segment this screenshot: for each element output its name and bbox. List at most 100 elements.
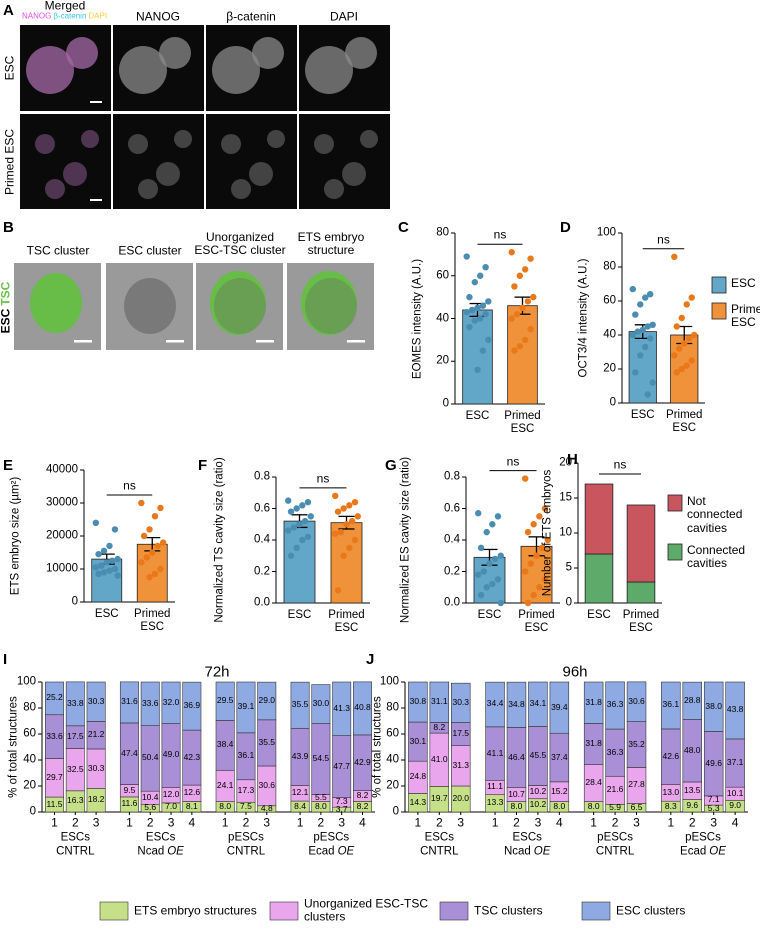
data-point: [524, 298, 532, 305]
y-axis-title: % of total structures: [371, 696, 384, 798]
y-tick-label: 0.8: [444, 470, 460, 483]
x-tick-label: 1: [221, 815, 229, 830]
data-point: [159, 539, 167, 546]
data-point: [519, 304, 526, 312]
data-label: 20.0: [452, 793, 470, 804]
channel-name: TSC: [0, 281, 13, 306]
data-label: 39.1: [237, 701, 255, 712]
y-tick-label: 0.2: [444, 565, 460, 578]
data-point: [332, 530, 339, 537]
x-tick-label: 3: [92, 815, 100, 830]
bar-segment: [215, 681, 235, 721]
data-point: [477, 591, 485, 599]
data-label: 35.5: [258, 737, 276, 748]
tsc-signal: [30, 273, 82, 333]
x-tick-label: 3: [633, 815, 640, 830]
data-label: 30.6: [628, 695, 645, 706]
y-tick-label: 20: [436, 354, 449, 367]
data-label: 48.0: [683, 745, 701, 756]
data-label: 47.7: [333, 760, 350, 771]
legend-swatch: [99, 901, 129, 921]
y-tick-label: 0.2: [254, 565, 270, 578]
y-axis-title: OCT3/4 intensity (A.U.): [577, 258, 590, 378]
data-point: [533, 552, 540, 559]
cell-cluster: [305, 46, 353, 94]
data-label: 16.3: [67, 795, 84, 806]
data-point: [95, 570, 102, 578]
group-condition: Ecad OE: [680, 846, 726, 859]
group-label: ESCs: [424, 831, 454, 844]
panel-letter: C: [398, 219, 409, 236]
data-point: [486, 560, 493, 567]
cell-cluster: [252, 37, 284, 69]
x-tick-label: 3: [534, 815, 542, 830]
data-point: [647, 335, 654, 342]
data-label: 24.8: [409, 771, 427, 782]
bar-segment: [332, 681, 352, 736]
data-point: [489, 580, 496, 588]
bar-segment: [119, 681, 139, 724]
data-point: [634, 328, 641, 335]
data-label: 27.8: [628, 779, 645, 790]
x-tick-label: 2: [611, 815, 619, 830]
x-tick-label: 2: [513, 815, 520, 830]
y-tick-label: 80: [603, 260, 616, 273]
cell-cluster: [267, 130, 285, 148]
data-point: [516, 272, 523, 279]
y-tick-label: 15: [559, 491, 572, 504]
y-tick-label: 20: [603, 362, 616, 375]
cell-cluster: [249, 162, 273, 186]
bar-segment: [584, 553, 614, 604]
data-point: [530, 591, 537, 599]
data-point: [647, 291, 654, 298]
bar: [462, 309, 493, 405]
data-label: 28.8: [683, 695, 701, 706]
micrograph: [20, 114, 111, 209]
data-label: 46.4: [508, 751, 525, 762]
x-tick-label: 3: [457, 815, 465, 830]
column-label: TSC cluster: [26, 243, 90, 258]
data-label: 41.3: [333, 703, 350, 714]
y-tick-label: 60: [603, 294, 616, 307]
x-tick-label: 1: [51, 815, 58, 830]
data-point: [541, 576, 549, 583]
x-tick-label: 1: [414, 815, 422, 830]
bar-segment: [86, 681, 106, 722]
data-point: [285, 527, 292, 534]
data-point: [681, 340, 688, 347]
y-tick-label: 20: [559, 456, 572, 469]
data-label: 41.0: [431, 753, 448, 764]
x-tick-label: Primed ESC: [666, 409, 703, 434]
scale-bar: [74, 340, 92, 343]
legend-label: Not connected cavities: [687, 494, 743, 535]
data-label: 10.7: [508, 788, 525, 799]
x-tick-label: 3: [263, 815, 271, 830]
cell-cluster: [212, 46, 260, 94]
data-label: 7.3: [335, 796, 348, 807]
data-label: 8.0: [510, 801, 523, 812]
data-point: [671, 352, 678, 359]
data-point: [146, 526, 153, 533]
data-label: 38.0: [705, 700, 722, 711]
y-tick-label: 0.4: [444, 533, 460, 546]
data-label: 8.0: [314, 801, 327, 812]
y-axis-title: Normalized ES cavity size (ratio): [399, 456, 412, 624]
data-point: [111, 526, 119, 533]
data-point: [522, 336, 529, 344]
data-label: 34.4: [486, 698, 504, 709]
data-point: [293, 544, 300, 552]
data-point: [479, 347, 487, 354]
data-point: [497, 599, 504, 607]
data-point: [508, 315, 515, 322]
bar-segment: [451, 682, 471, 723]
data-label: 8.1: [185, 800, 198, 811]
data-point: [463, 253, 470, 260]
cell-cluster: [314, 134, 334, 154]
data-label: 36.1: [662, 699, 680, 710]
data-label: 18.2: [87, 794, 105, 805]
data-label: 33.6: [141, 698, 159, 709]
group-modifier: OE: [337, 845, 355, 858]
y-tick-label: 100: [379, 675, 399, 688]
data-point: [673, 369, 680, 376]
data-label: 9.0: [729, 800, 742, 811]
